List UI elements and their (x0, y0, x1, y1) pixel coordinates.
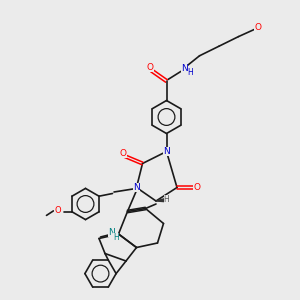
Text: O: O (119, 148, 127, 158)
Text: O: O (54, 206, 61, 215)
Text: N: N (109, 228, 115, 237)
Text: H: H (188, 68, 194, 77)
Text: N: N (163, 147, 170, 156)
Text: H: H (164, 195, 169, 204)
Text: O: O (146, 63, 154, 72)
Text: N: N (133, 183, 140, 192)
Text: O: O (193, 183, 200, 192)
Text: N: N (181, 64, 188, 73)
Text: O: O (254, 22, 262, 32)
Text: H: H (113, 233, 119, 242)
Polygon shape (156, 199, 166, 202)
